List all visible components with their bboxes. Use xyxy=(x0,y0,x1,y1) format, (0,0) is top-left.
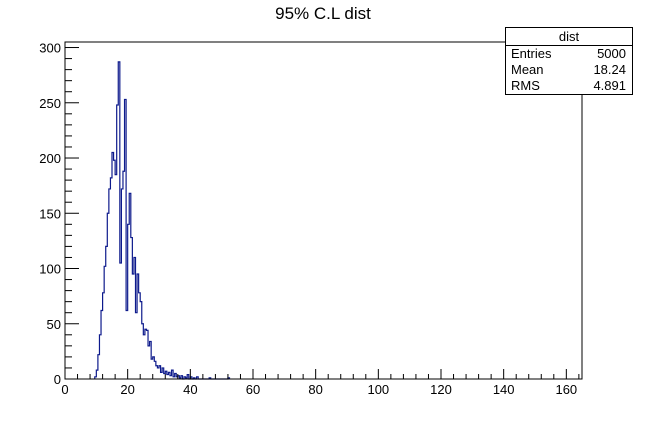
stats-value: 4.891 xyxy=(593,78,626,93)
y-tick-label: 100 xyxy=(39,262,61,277)
x-tick-label: 160 xyxy=(555,382,577,397)
stats-row-entries: Entries 5000 xyxy=(506,46,632,62)
x-tick-label: 60 xyxy=(246,382,260,397)
histogram-bin xyxy=(110,178,112,379)
histogram-bin xyxy=(157,368,159,379)
stats-box: dist Entries 5000 Mean 18.24 RMS 4.891 xyxy=(505,27,633,95)
histogram-bin xyxy=(136,313,138,379)
stats-box-title: dist xyxy=(506,28,632,46)
histogram-bin xyxy=(132,274,134,379)
histogram-bin xyxy=(123,171,125,379)
stats-row-mean: Mean 18.24 xyxy=(506,62,632,78)
y-tick-label: 150 xyxy=(39,206,61,221)
stats-value: 5000 xyxy=(597,46,626,61)
histogram-bin xyxy=(143,335,145,379)
y-tick-label: 300 xyxy=(39,41,61,56)
histogram-bin xyxy=(115,175,117,379)
x-tick-label: 140 xyxy=(493,382,515,397)
histogram-bin xyxy=(109,189,111,379)
stats-label: Entries xyxy=(511,46,552,61)
x-tick-label: 20 xyxy=(120,382,134,397)
stats-value: 18.24 xyxy=(593,62,626,77)
histogram-bin xyxy=(126,310,128,379)
x-tick-label: 40 xyxy=(183,382,197,397)
chart-title: 95% C.L dist xyxy=(275,4,371,23)
x-tick-label: 80 xyxy=(308,382,322,397)
y-tick-label: 200 xyxy=(39,151,61,166)
stats-label: Mean xyxy=(511,62,544,77)
x-tick-label: 0 xyxy=(61,382,68,397)
y-tick-label: 50 xyxy=(47,317,61,332)
histogram-bin xyxy=(112,152,114,379)
plot-frame xyxy=(64,41,583,380)
x-tick-label: 120 xyxy=(430,382,452,397)
histogram-bin xyxy=(161,372,163,379)
x-tick-label: 100 xyxy=(367,382,389,397)
stats-label: RMS xyxy=(511,78,540,93)
histogram-bin xyxy=(139,293,141,379)
histogram-bin xyxy=(120,263,122,379)
histogram-series-line xyxy=(94,61,231,380)
histogram-bin xyxy=(167,375,169,379)
histogram-bin xyxy=(148,346,150,379)
histogram-bin xyxy=(145,329,147,379)
y-tick-label: 0 xyxy=(54,372,61,387)
y-tick-label: 250 xyxy=(39,96,61,111)
histogram-bin xyxy=(114,160,116,379)
stats-row-rms: RMS 4.891 xyxy=(506,78,632,94)
